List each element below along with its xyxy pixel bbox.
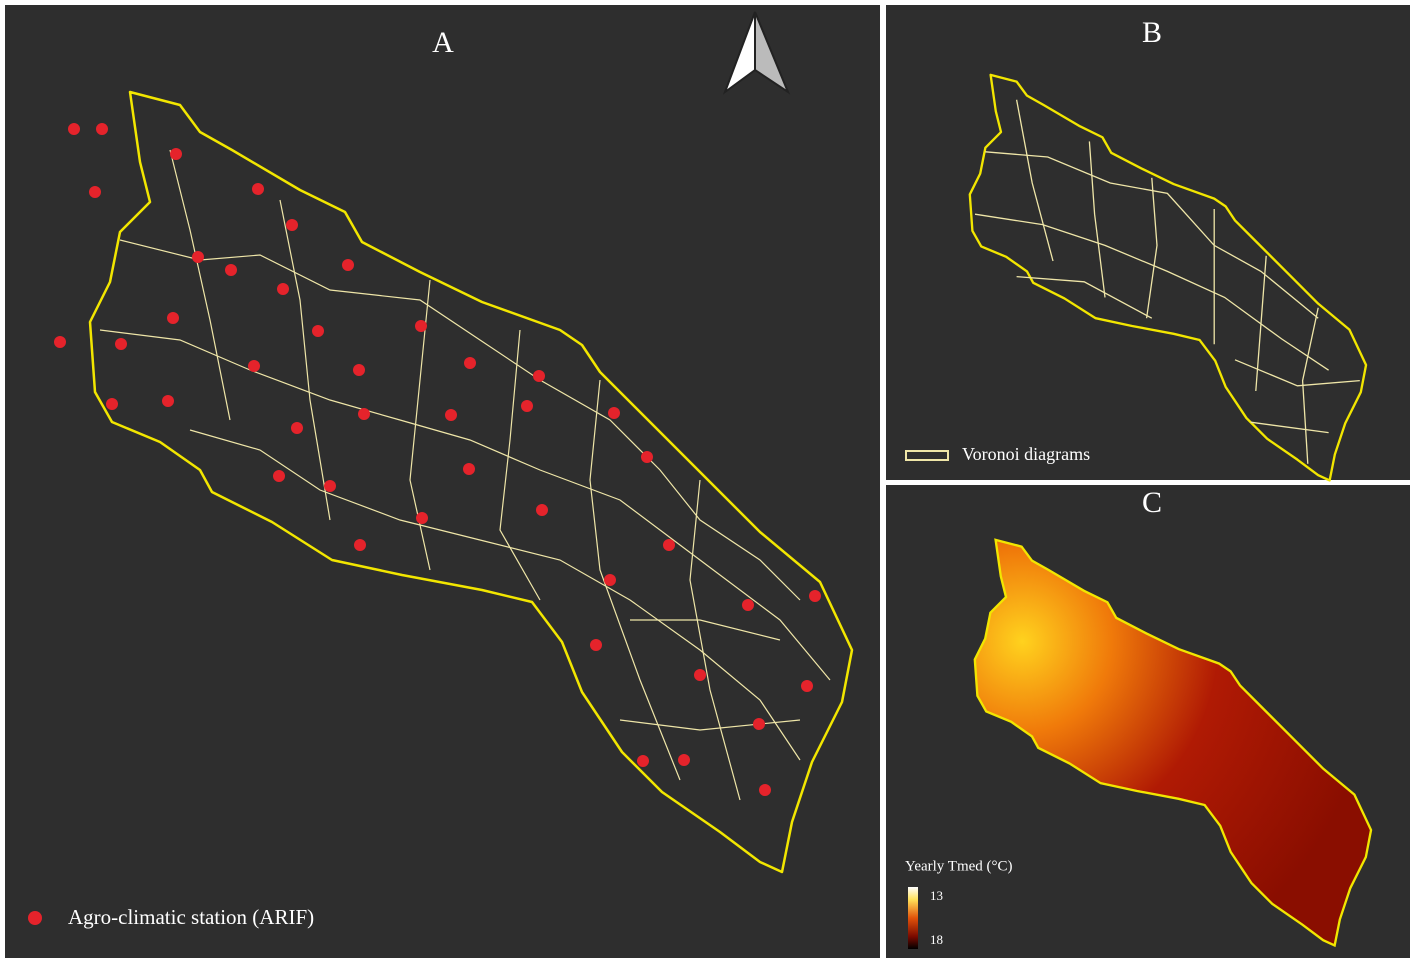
panel-label: A bbox=[432, 26, 454, 59]
panel-background bbox=[886, 5, 1410, 480]
panel-b: B Voronoi diagrams bbox=[886, 5, 1410, 482]
panel-a: A Agro-climatic station (ARIF) bbox=[5, 5, 880, 958]
colorbar-title: Yearly Tmed (°C) bbox=[905, 858, 1013, 874]
legend-symbol bbox=[28, 911, 42, 925]
panel-label: B bbox=[1142, 16, 1162, 49]
voronoi-lines bbox=[974, 99, 1360, 464]
legend-label: Voronoi diagrams bbox=[962, 444, 1090, 464]
colorbar bbox=[908, 887, 918, 949]
legend-label: Agro-climatic station (ARIF) bbox=[68, 905, 314, 929]
panel-background bbox=[5, 5, 880, 958]
north-arrow bbox=[754, 11, 791, 95]
panel-c: C Yearly Tmed (°C) 13 18 bbox=[886, 485, 1410, 958]
colorbar-tick-label: 13 bbox=[930, 888, 943, 903]
stations bbox=[54, 123, 821, 796]
panel-label: C bbox=[1142, 486, 1162, 519]
legend-symbol bbox=[905, 450, 949, 461]
colorbar-tick-label: 18 bbox=[930, 932, 943, 947]
